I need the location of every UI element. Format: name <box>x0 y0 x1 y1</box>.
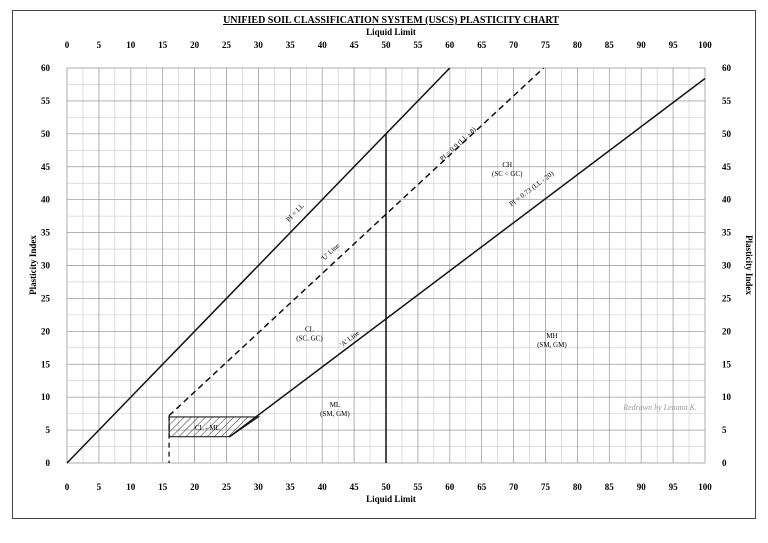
x-tick-label-top: 85 <box>605 40 615 50</box>
y-tick-label-left: 0 <box>46 458 51 468</box>
y-tick-label-left: 60 <box>41 63 51 73</box>
y-tick-label-left: 40 <box>41 195 51 205</box>
x-tick-label-bottom: 35 <box>286 482 296 492</box>
region-label: CH <box>502 161 512 169</box>
x-tick-label-bottom: 15 <box>158 482 168 492</box>
x-tick-label-bottom: 75 <box>541 482 551 492</box>
y-tick-label-left: 10 <box>41 392 51 402</box>
x-tick-label-bottom: 80 <box>573 482 583 492</box>
x-tick-label-top: 90 <box>637 40 647 50</box>
x-tick-label-bottom: 90 <box>637 482 647 492</box>
y-axis-title-right: Plasticity Index <box>744 235 754 295</box>
x-tick-label-top: 55 <box>413 40 423 50</box>
region-label: CL - ML <box>195 424 220 432</box>
region-sublabel: (SM, GM) <box>537 341 567 349</box>
x-tick-label-bottom: 40 <box>318 482 328 492</box>
y-tick-label-left: 25 <box>41 293 51 303</box>
y-tick-label-right: 25 <box>722 293 732 303</box>
chart-title: UNIFIED SOIL CLASSIFICATION SYSTEM (USCS… <box>223 15 559 26</box>
x-tick-label-bottom: 60 <box>445 482 455 492</box>
x-tick-label-bottom: 5 <box>97 482 102 492</box>
x-tick-label-top: 10 <box>126 40 136 50</box>
region-sublabel: (SC < GC) <box>492 170 523 178</box>
y-tick-label-left: 50 <box>41 129 51 139</box>
y-tick-label-right: 50 <box>722 129 732 139</box>
x-tick-label-bottom: 10 <box>126 482 136 492</box>
chart-frame <box>12 10 756 519</box>
x-tick-label-top: 40 <box>318 40 328 50</box>
y-tick-label-right: 45 <box>722 162 732 172</box>
x-tick-label-top: 35 <box>286 40 296 50</box>
y-tick-label-right: 40 <box>722 195 732 205</box>
x-tick-label-top: 45 <box>350 40 360 50</box>
x-tick-label-top: 95 <box>669 40 679 50</box>
x-tick-label-bottom: 25 <box>222 482 232 492</box>
x-tick-label-top: 15 <box>158 40 168 50</box>
y-tick-label-left: 20 <box>41 326 51 336</box>
x-axis-title-bottom: Liquid Limit <box>366 494 416 504</box>
y-tick-label-right: 35 <box>722 228 732 238</box>
y-tick-label-left: 30 <box>41 261 51 271</box>
x-tick-label-top: 65 <box>477 40 487 50</box>
x-tick-label-top: 0 <box>65 40 70 50</box>
x-tick-label-top: 30 <box>254 40 264 50</box>
y-tick-label-right: 15 <box>722 359 732 369</box>
credit-note: Redrawn by Lenana K. <box>622 403 697 412</box>
series-line <box>168 67 545 417</box>
region-label: CL <box>305 325 314 333</box>
y-tick-label-left: 45 <box>41 162 51 172</box>
x-tick-label-bottom: 0 <box>65 482 70 492</box>
label-pi-u: PI = 0.9 (LL - 8) <box>438 125 478 163</box>
y-tick-label-left: 15 <box>41 359 51 369</box>
y-tick-label-left: 35 <box>41 228 51 238</box>
y-tick-label-left: 55 <box>41 96 51 106</box>
x-tick-label-bottom: 30 <box>254 482 264 492</box>
y-tick-label-left: 5 <box>46 425 51 435</box>
y-tick-label-right: 60 <box>722 63 732 73</box>
x-tick-label-bottom: 100 <box>698 482 712 492</box>
x-tick-label-top: 60 <box>445 40 455 50</box>
x-tick-label-bottom: 95 <box>669 482 679 492</box>
x-tick-label-top: 70 <box>509 40 519 50</box>
y-tick-label-right: 5 <box>722 425 727 435</box>
y-tick-label-right: 20 <box>722 326 732 336</box>
x-tick-label-bottom: 20 <box>190 482 200 492</box>
y-tick-label-right: 30 <box>722 261 732 271</box>
tick-labels: 0055101015152020252530303535404045455050… <box>41 40 732 492</box>
x-tick-label-top: 80 <box>573 40 583 50</box>
region-label: ML <box>330 401 341 409</box>
x-tick-label-bottom: 45 <box>350 482 360 492</box>
y-tick-label-right: 0 <box>722 458 727 468</box>
x-tick-label-bottom: 65 <box>477 482 487 492</box>
x-tick-label-bottom: 55 <box>413 482 423 492</box>
region-sublabel: (SC, GC) <box>296 334 323 342</box>
series-lines <box>66 67 706 464</box>
x-tick-label-top: 5 <box>97 40 102 50</box>
x-tick-label-top: 50 <box>382 40 392 50</box>
x-tick-label-top: 20 <box>190 40 200 50</box>
x-tick-label-top: 25 <box>222 40 232 50</box>
y-tick-label-right: 10 <box>722 392 732 402</box>
x-tick-label-top: 75 <box>541 40 551 50</box>
y-tick-label-right: 55 <box>722 96 732 106</box>
region-label: MH <box>546 332 557 340</box>
region-sublabel: (SM, GM) <box>320 410 350 418</box>
x-tick-label-bottom: 50 <box>382 482 392 492</box>
series-line <box>229 77 706 438</box>
x-axis-title-top: Liquid Limit <box>366 27 416 37</box>
x-tick-label-top: 100 <box>698 40 712 50</box>
x-tick-label-bottom: 85 <box>605 482 615 492</box>
x-tick-label-bottom: 70 <box>509 482 519 492</box>
y-axis-title-left: Plasticity Index <box>28 235 38 295</box>
